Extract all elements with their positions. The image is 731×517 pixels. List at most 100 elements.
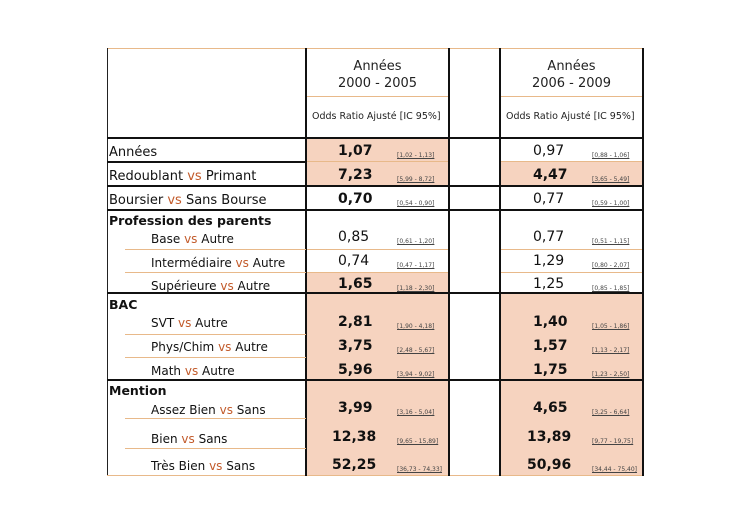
or-p2-tres-bien: 50,96	[527, 457, 572, 473]
or-p1-tres-bien: 52,25	[332, 457, 377, 473]
label-b: Autre	[237, 279, 271, 293]
label-b: Sans	[198, 432, 228, 446]
or-p2-base: 0,77	[533, 229, 565, 245]
label-b: Autre	[201, 232, 234, 246]
row-line-ab	[125, 418, 306, 419]
col1-left-border	[305, 48, 307, 476]
or-p1-redoublant: 7,23	[338, 167, 373, 183]
or-p2-intermediaire: 1,29	[533, 253, 565, 269]
vs-word: vs	[184, 232, 198, 246]
vs-word: vs	[177, 316, 192, 330]
header-line2: 2006 - 2009	[531, 76, 612, 91]
shade-p1-r6	[307, 272, 448, 293]
ci-p2-physchim: [1,13 - 2,17]	[592, 347, 630, 354]
ci-p2-redoublant: [3,65 - 5,49]	[592, 176, 630, 183]
or-p1-bien: 12,38	[332, 429, 377, 445]
header-line2: 2000 - 2005	[337, 76, 418, 91]
or-p1-annees: 1,07	[338, 143, 373, 159]
ci-p1-bien: [9,65 - 15,89]	[397, 438, 439, 445]
row-label-bien: Bien vs Sans	[151, 432, 227, 446]
label-b: Autre	[252, 256, 286, 270]
row-label-tres-bien: Très Bien vs Sans	[151, 459, 255, 473]
hdr2-divider	[501, 96, 642, 97]
vs-word: vs	[235, 256, 249, 270]
or-p1-intermediaire: 0,74	[338, 253, 370, 269]
or-p2-math: 1,75	[533, 362, 568, 378]
ci-p1-tres-bien: [36,73 - 74,33]	[397, 466, 443, 473]
ci-p1-physchim: [2,48 - 5,67]	[397, 347, 435, 354]
table-bottom-border	[107, 475, 644, 476]
row-label-math: Math vs Autre	[151, 364, 235, 378]
row-line-mention	[107, 379, 644, 381]
or-p1-physchim: 3,75	[338, 338, 373, 354]
shade-p2-mention	[501, 380, 642, 475]
row-label-annees: Années	[109, 145, 158, 160]
section-bac: BAC	[109, 297, 138, 312]
row-label-intermediaire: Intermédiaire vs Autre	[151, 256, 285, 270]
or-p2-superieure: 1,25	[533, 276, 565, 292]
shade-p1-r0	[307, 138, 448, 162]
ci-p1-redoublant: [5,99 - 8,72]	[397, 176, 435, 183]
row-label-superieure: Supérieure vs Autre	[151, 279, 270, 293]
row-line-1b	[307, 161, 448, 162]
ci-p2-bien: [9,77 - 19,75]	[592, 438, 634, 445]
section-profession: Profession des parents	[109, 213, 272, 228]
or-p1-boursier: 0,70	[338, 191, 373, 207]
ci-p1-intermediaire: [0,47 - 1,17]	[397, 262, 435, 269]
row-label-base: Base vs Autre	[151, 232, 234, 246]
row-line-inter	[125, 272, 306, 273]
ci-p1-superieure: [1,18 - 2,30]	[397, 285, 435, 292]
row-line-2	[107, 185, 644, 187]
label-a: Math	[151, 364, 182, 378]
col2-left-border	[499, 48, 501, 476]
ci-p1-assez-bien: [3,16 - 5,04]	[397, 409, 435, 416]
vs-word: vs	[187, 169, 202, 184]
vs-word: vs	[167, 193, 182, 208]
ci-p2-intermediaire: [0,80 - 2,07]	[592, 262, 630, 269]
label-b: Autre	[195, 316, 228, 330]
or-p1-base: 0,85	[338, 229, 370, 245]
vs-word: vs	[209, 459, 223, 473]
ci-p2-base: [0,51 - 1,15]	[592, 238, 630, 245]
or-p2-physchim: 1,57	[533, 338, 568, 354]
vs-word: vs	[184, 364, 199, 378]
or-p2-svt: 1,40	[533, 314, 568, 330]
label-a: Phys/Chim	[151, 340, 215, 354]
row-label-boursier: Boursier vs Sans Bourse	[109, 193, 267, 208]
ci-p1-svt: [1,90 - 4,18]	[397, 323, 435, 330]
header-line1: Années	[547, 59, 596, 74]
label-a: Bien	[151, 432, 178, 446]
ci-p1-boursier: [0,54 - 0,90]	[397, 200, 435, 207]
ci-p2-superieure: [0,85 - 1,85]	[592, 285, 630, 292]
shade-p1-bac	[307, 293, 448, 380]
ci-p2-svt: [1,05 - 1,86]	[592, 323, 630, 330]
vs-word: vs	[181, 432, 195, 446]
vs-word: vs	[220, 279, 234, 293]
label-a: Intermédiaire	[151, 256, 232, 270]
label-b: Sans	[226, 459, 256, 473]
col2-right-border	[642, 48, 644, 476]
header-period-2: Années 2006 - 2009	[501, 58, 642, 92]
row-line-bien	[125, 448, 306, 449]
ci-p2-assez-bien: [3,25 - 6,64]	[592, 409, 630, 416]
ci-p2-boursier: [0,59 - 1,00]	[592, 200, 630, 207]
or-p2-boursier: 0,77	[533, 191, 565, 207]
row-line-header	[107, 137, 644, 139]
row-line-1c	[501, 161, 642, 162]
row-label-assez-bien: Assez Bien vs Sans	[151, 403, 266, 417]
row-label-redoublant: Redoublant vs Primant	[109, 169, 256, 184]
ci-p2-math: [1,23 - 2,50]	[592, 371, 630, 378]
row-line-svt	[125, 334, 306, 335]
label-b: Autre	[202, 364, 235, 378]
label-a: Redoublant	[109, 169, 184, 184]
subheader-period-2: Odds Ratio Ajusté [IC 95%]	[506, 111, 635, 122]
or-p1-svt: 2,81	[338, 314, 373, 330]
ci-p1-base: [0,61 - 1,20]	[397, 238, 435, 245]
or-p1-assez-bien: 3,99	[338, 400, 373, 416]
row-line-base-b	[307, 249, 448, 250]
or-p2-assez-bien: 4,65	[533, 400, 568, 416]
or-p1-superieure: 1,65	[338, 276, 373, 292]
or-p2-redoublant: 4,47	[533, 167, 568, 183]
label-a: SVT	[151, 316, 175, 330]
row-line-3	[107, 209, 644, 211]
